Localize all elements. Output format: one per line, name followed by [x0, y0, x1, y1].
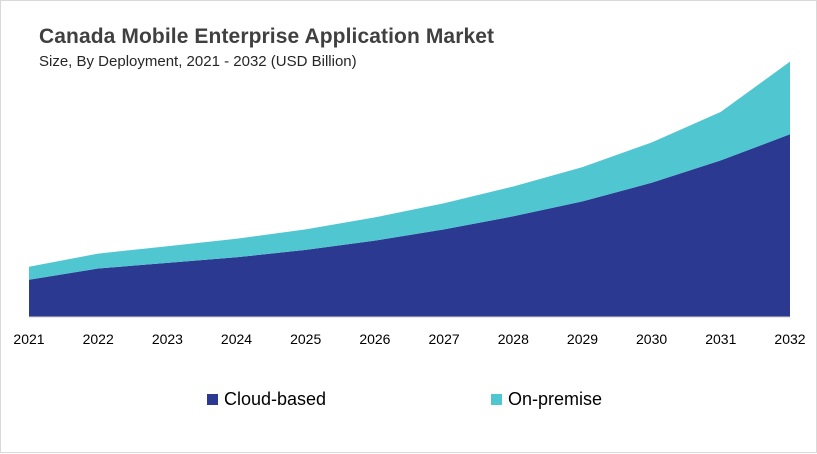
x-tick-label: 2026 — [359, 331, 390, 347]
chart-subtitle: Size, By Deployment, 2021 - 2032 (USD Bi… — [39, 53, 357, 70]
legend-swatch-cloud-based — [207, 394, 218, 405]
x-axis-ticks: 2021 2022 2023 2024 2025 2026 2027 2028 2029 2030… — [13, 331, 805, 347]
x-tick-label: 2031 — [705, 331, 736, 347]
x-tick-label: 2030 — [636, 331, 667, 347]
area-on-premise — [29, 61, 790, 280]
legend-swatch-on-premise — [491, 394, 502, 405]
x-tick-label: 2027 — [429, 331, 460, 347]
legend-label-on-premise: On-premise — [508, 389, 603, 409]
x-tick-label: 2025 — [290, 331, 321, 347]
legend-item-cloud-based: Cloud-based — [207, 389, 326, 410]
legend: Cloud-based On-premise — [1, 389, 817, 415]
legend-label-cloud-based: Cloud-based — [224, 389, 327, 409]
x-tick-label: 2022 — [83, 331, 114, 347]
area-cloud-based — [29, 134, 790, 317]
area-layer — [29, 61, 790, 317]
legend-item-on-premise: On-premise — [491, 389, 602, 410]
x-tick-label: 2023 — [152, 331, 183, 347]
x-tick-label: 2021 — [13, 331, 44, 347]
x-tick-label: 2028 — [498, 331, 529, 347]
chart-title: Canada Mobile Enterprise Application Mar… — [39, 25, 495, 48]
x-tick-label: 2024 — [221, 331, 252, 347]
x-tick-label: 2029 — [567, 331, 598, 347]
x-tick-label: 2032 — [774, 331, 805, 347]
